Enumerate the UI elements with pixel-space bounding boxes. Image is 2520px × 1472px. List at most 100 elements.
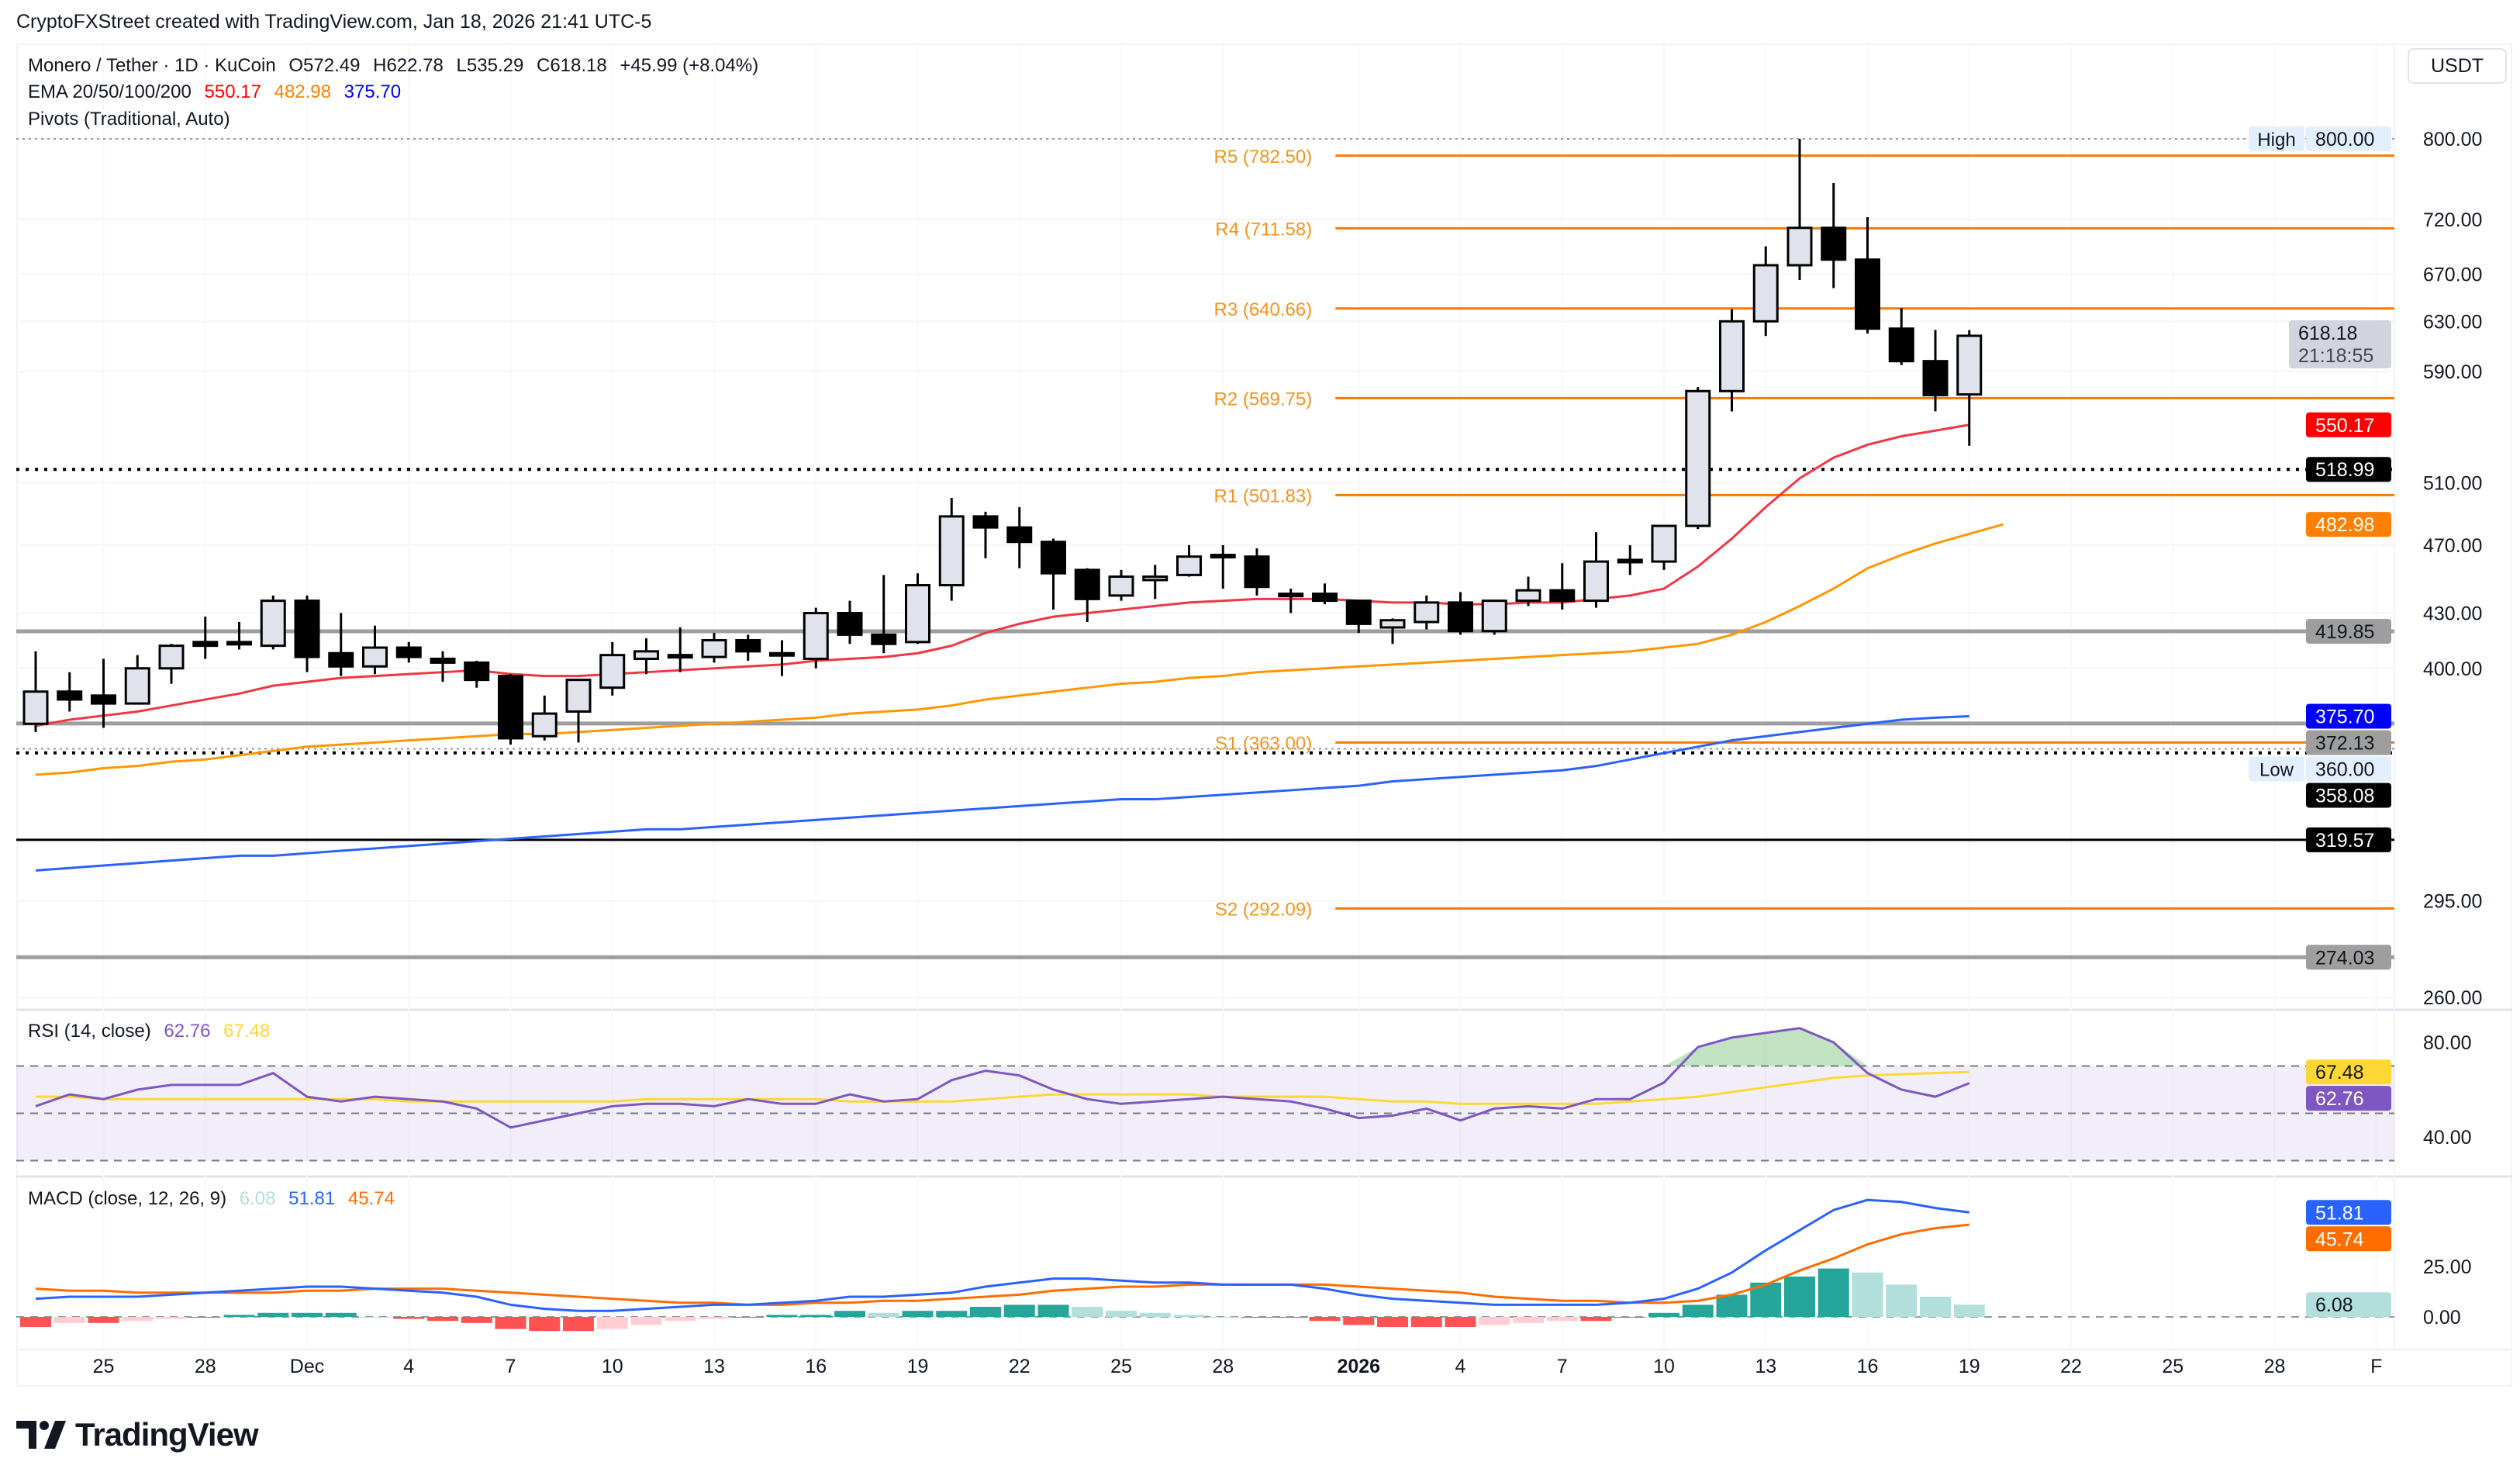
time-tick-label: 28 <box>1212 1356 1234 1377</box>
macd-badge: 45.74 <box>2306 1226 2391 1252</box>
price-tick-label: 590.00 <box>2423 361 2482 383</box>
macd-histogram-bar <box>1479 1317 1510 1325</box>
macd-histogram-bar <box>1920 1297 1951 1317</box>
badge-background <box>2306 756 2391 782</box>
macd-histogram-bar <box>1309 1317 1341 1322</box>
candle <box>1210 544 1236 589</box>
macd-histogram-bar <box>1886 1284 1918 1317</box>
price-badge: 360.00 Low <box>2249 756 2391 782</box>
candle-body <box>1142 575 1169 582</box>
candle-body <box>1651 524 1677 563</box>
macd-histogram-bar <box>1818 1268 1849 1317</box>
pivots-title: Pivots (Traditional, Auto) <box>28 109 230 130</box>
time-tick-label: 28 <box>2264 1356 2286 1377</box>
candle-body <box>871 633 897 645</box>
ohlc-open: O572.49 <box>288 55 361 76</box>
time-tick-label: 4 <box>403 1356 414 1377</box>
price-badge: 482.98 <box>2306 512 2391 537</box>
time-tick-label: 25 <box>2162 1356 2183 1377</box>
candle <box>972 511 999 558</box>
candle <box>294 595 320 672</box>
rsi-value: 62.76 <box>164 1021 211 1042</box>
candle-body <box>1888 327 1914 363</box>
macd-histogram-bar <box>54 1317 85 1323</box>
price-tick-label: 800.00 <box>2423 129 2482 150</box>
macd-legend[interactable]: MACD (close, 12, 26, 9) 6.08 51.81 45.74 <box>28 1188 402 1210</box>
candle-body <box>1041 541 1066 575</box>
candle <box>22 651 49 732</box>
price-tick-label: 260.00 <box>2423 987 2482 1009</box>
ohlc-low: L535.29 <box>456 55 524 76</box>
badge-background <box>2306 827 2391 852</box>
tradingview-logo[interactable]: TradingView <box>16 1416 259 1453</box>
candle-body <box>1821 226 1847 261</box>
tradingview-logo-icon <box>16 1421 66 1449</box>
ema-legend[interactable]: EMA 20/50/100/200 550.17 482.98 375.70 <box>28 81 409 103</box>
candle-body <box>1719 320 1745 392</box>
macd-histogram-bar <box>1377 1317 1408 1327</box>
rsi-badge: 67.48 <box>2306 1059 2391 1085</box>
candle-body <box>1210 554 1236 559</box>
price-tick-label: 430.00 <box>2423 603 2482 625</box>
ohlc-close: C618.18 <box>536 55 607 76</box>
badge-value: 62.76 <box>2315 1088 2364 1110</box>
price-badge: 274.03 <box>2306 945 2391 970</box>
macd-histogram-bar <box>563 1317 594 1332</box>
rsi-legend[interactable]: RSI (14, close) 62.76 67.48 <box>28 1021 278 1042</box>
macd-histogram-bar <box>156 1317 187 1319</box>
symbol-title[interactable]: Monero / Tether · 1D · KuCoin <box>28 55 276 76</box>
badge-value: 319.57 <box>2315 830 2374 852</box>
macd-histogram-bar <box>1410 1317 1442 1327</box>
price-axis <box>2404 45 2512 1349</box>
macd-histogram-bar <box>495 1317 526 1329</box>
time-tick-label: 10 <box>1653 1356 1675 1377</box>
macd-histogram-bar <box>1139 1312 1171 1317</box>
candle <box>1752 246 1779 337</box>
rsi-tick-label: 40.00 <box>2423 1127 2472 1149</box>
macd-histogram-bar <box>189 1317 221 1318</box>
ema200-line <box>35 714 1969 872</box>
candle <box>1006 506 1033 568</box>
candle-body <box>972 515 999 529</box>
time-tick-label: 28 <box>195 1356 216 1377</box>
candle <box>464 660 490 688</box>
rsi-title: RSI (14, close) <box>28 1021 151 1042</box>
badge-value: 482.98 <box>2315 514 2374 536</box>
pivots-legend[interactable]: Pivots (Traditional, Auto) <box>28 109 238 130</box>
time-tick-label: 25 <box>1110 1356 1132 1377</box>
pivot-label: R2 (569.75) <box>1214 389 1313 409</box>
macd-histogram-bar <box>800 1315 832 1317</box>
candle <box>633 638 659 675</box>
tradingview-logo-text: TradingView <box>75 1416 259 1453</box>
price-tick-label: 470.00 <box>2423 535 2482 557</box>
time-tick-label: 13 <box>1755 1356 1776 1377</box>
candle-body <box>362 646 388 668</box>
time-tick-label: 25 <box>93 1356 115 1377</box>
badge-tag: Low <box>2259 759 2294 780</box>
candle <box>1617 544 1643 575</box>
price-badge: 800.00 High <box>2249 126 2391 151</box>
pivot-label: S2 (292.09) <box>1215 899 1312 920</box>
badge-background <box>2306 703 2391 729</box>
price-tick-label: 670.00 <box>2423 264 2482 286</box>
price-tick-label: 720.00 <box>2423 209 2482 231</box>
badge-background <box>2306 512 2391 537</box>
badge-background <box>2306 783 2391 808</box>
candle <box>226 622 252 650</box>
candle-body <box>22 690 49 725</box>
candle <box>1515 576 1541 606</box>
candle-body <box>565 679 592 713</box>
candle-body <box>1515 589 1541 603</box>
macd-histogram-bar <box>1852 1272 1883 1317</box>
macd-histogram-bar <box>868 1312 899 1317</box>
candle <box>57 672 83 712</box>
macd-histogram-bar <box>257 1312 289 1317</box>
candle <box>1888 308 1914 365</box>
macd-histogram-bar <box>1173 1315 1205 1317</box>
ohlc-high: H622.78 <box>373 55 444 76</box>
macd-signal-value: 45.74 <box>347 1188 395 1209</box>
currency-button[interactable]: USDT <box>2408 48 2507 84</box>
candle-body <box>531 712 558 738</box>
